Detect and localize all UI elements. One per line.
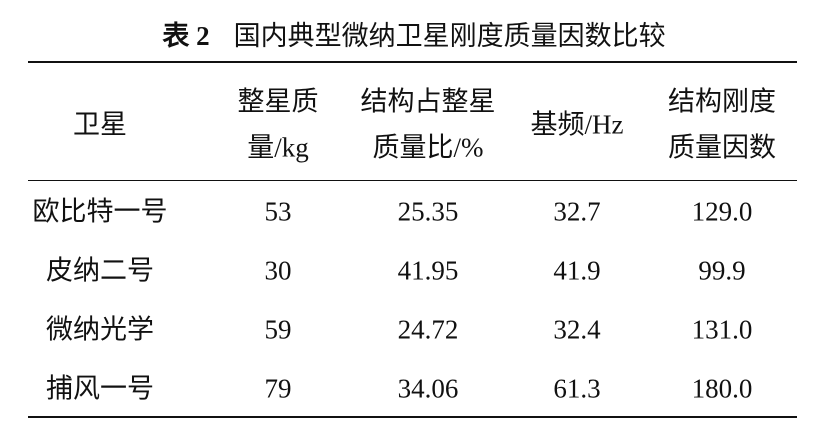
row-label: 捕风一号 (46, 373, 154, 404)
cell: 79 (264, 373, 292, 404)
cell: 41.95 (397, 255, 459, 286)
caption: 表 2 国内典型微纳卫星刚度质量因数比较 (0, 14, 828, 53)
cell: 32.7 (553, 196, 601, 227)
row-label: 微纳光学 (46, 314, 154, 345)
row-label: 皮纳二号 (46, 255, 154, 286)
cell: 41.9 (553, 255, 601, 286)
cell: 34.06 (397, 373, 459, 404)
header-cell: 量/kg (247, 132, 309, 163)
cell: 59 (264, 314, 292, 345)
caption-label: 表 2 (162, 21, 210, 51)
header-cell: 卫星 (73, 109, 127, 140)
caption-title: 国内典型微纳卫星刚度质量因数比较 (233, 21, 666, 51)
cell: 25.35 (397, 196, 459, 227)
cell: 32.4 (553, 314, 601, 345)
cell: 53 (264, 196, 292, 227)
cell: 129.0 (691, 196, 753, 227)
header-cell: 结构刚度 (668, 86, 776, 117)
header-cell: 整星质 (237, 86, 319, 117)
header-cell: 基频/Hz (530, 109, 624, 140)
bottom-rule (28, 416, 797, 418)
cell: 61.3 (553, 373, 601, 404)
cell: 24.72 (397, 314, 459, 345)
header-rule (28, 180, 797, 181)
header-cell: 质量因数 (668, 132, 776, 163)
cell: 99.9 (698, 255, 746, 286)
header-cell: 质量比/% (372, 132, 484, 163)
header-cell: 结构占整星 (360, 86, 496, 117)
cell: 30 (264, 255, 292, 286)
cell: 180.0 (691, 373, 753, 404)
cell: 131.0 (691, 314, 753, 345)
row-label: 欧比特一号 (32, 196, 168, 227)
top-rule (28, 61, 797, 63)
